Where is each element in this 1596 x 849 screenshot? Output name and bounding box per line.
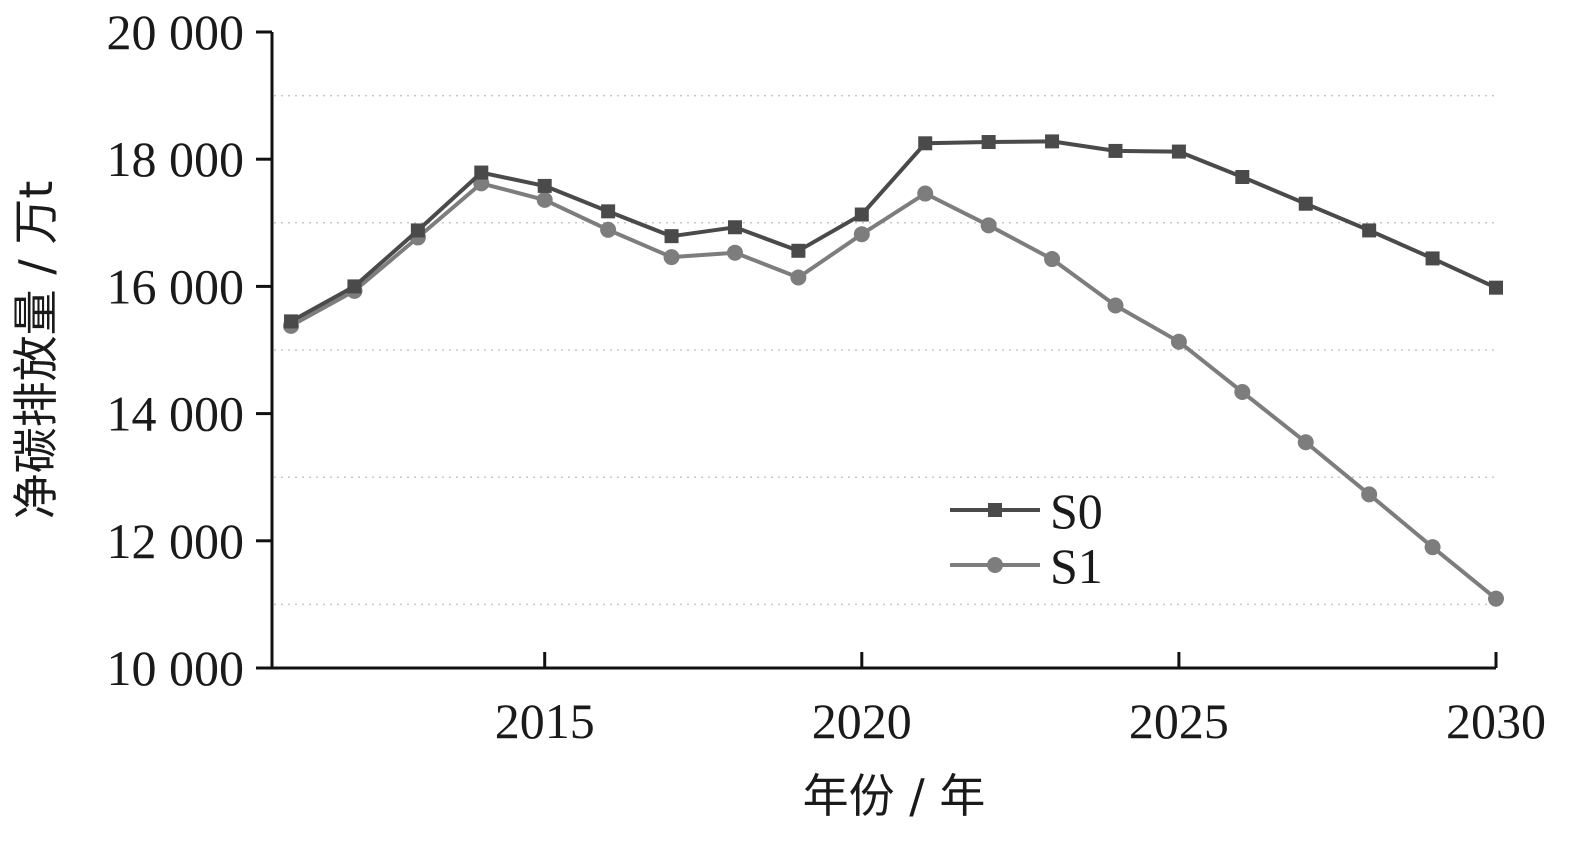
series-s0-point <box>537 178 552 193</box>
data-series <box>283 134 1504 607</box>
x-axis-ticks: 2015 2020 2025 2030 <box>495 652 1546 749</box>
series-s0-point <box>347 279 362 294</box>
legend-label-s0: S0 <box>1050 483 1103 539</box>
grid-lines <box>274 94 1496 606</box>
y-tick-label: 10 000 <box>107 640 245 696</box>
y-tick-label: 20 000 <box>107 4 245 60</box>
series-s0-point <box>1171 144 1186 159</box>
series-s1-point <box>853 226 870 243</box>
series-s1-point <box>1170 333 1187 350</box>
series-s1-point <box>1297 434 1314 451</box>
series-s0-point <box>474 165 489 180</box>
series-s0-point <box>284 314 299 329</box>
axes <box>270 32 1496 670</box>
series-s1-point <box>1044 251 1061 268</box>
y-tick-label: 16 000 <box>107 258 245 314</box>
series-s0-line <box>290 139 1497 324</box>
y-tick-label: 12 000 <box>107 513 245 569</box>
series-s0-point <box>1362 223 1377 238</box>
x-tick-label: 2015 <box>495 693 595 749</box>
y-axis-title: 净碳排放量 / 万t <box>9 181 63 520</box>
legend-label-s1: S1 <box>1050 538 1103 594</box>
series-s1-point <box>1424 539 1441 556</box>
series-s0-point <box>1235 170 1250 185</box>
legend-marker-s1 <box>987 557 1003 573</box>
series-s0-point <box>1298 196 1313 211</box>
y-tick-label: 18 000 <box>107 131 245 187</box>
series-s0-point <box>410 223 425 238</box>
series-s1-point <box>980 217 997 234</box>
legend-item-s0: S0 <box>950 483 1103 539</box>
series-s1-point <box>790 269 807 286</box>
series-s0-point <box>664 229 679 244</box>
series-s0-point <box>854 207 869 222</box>
series-s0-point <box>1489 280 1503 295</box>
series-s1-point <box>726 244 743 261</box>
series-s1-point <box>663 249 680 266</box>
series-s0-point <box>601 204 616 219</box>
series-s1-point <box>1107 297 1124 314</box>
series-s1-point <box>536 191 553 208</box>
series-s1-point <box>917 185 934 202</box>
series-s0-point <box>1045 134 1060 149</box>
series-s1-point <box>600 221 617 238</box>
y-tick-label: 14 000 <box>107 386 245 442</box>
series-s0-point <box>918 136 933 151</box>
series-s1-line <box>290 181 1498 601</box>
series-s0-point <box>1425 251 1440 266</box>
x-axis-title: 年份 / 年 <box>803 769 986 823</box>
x-tick-label: 2030 <box>1446 693 1546 749</box>
series-s0-point <box>727 220 742 235</box>
series-s0-point <box>791 243 806 258</box>
series-s0-point <box>1108 143 1123 158</box>
series-s0 <box>284 134 1503 329</box>
legend-item-s1: S1 <box>950 538 1103 594</box>
series-s1-point <box>1488 590 1504 607</box>
y-axis-ticks: 10 000 12 000 14 000 16 000 18 000 20 000 <box>107 4 272 696</box>
series-s1-point <box>1361 486 1378 503</box>
legend-marker-s0 <box>988 503 1002 517</box>
series-s0-point <box>981 135 996 150</box>
series-s1 <box>283 175 1504 607</box>
series-s1-point <box>1234 383 1251 400</box>
x-tick-label: 2020 <box>812 693 912 749</box>
x-tick-label: 2025 <box>1129 693 1229 749</box>
